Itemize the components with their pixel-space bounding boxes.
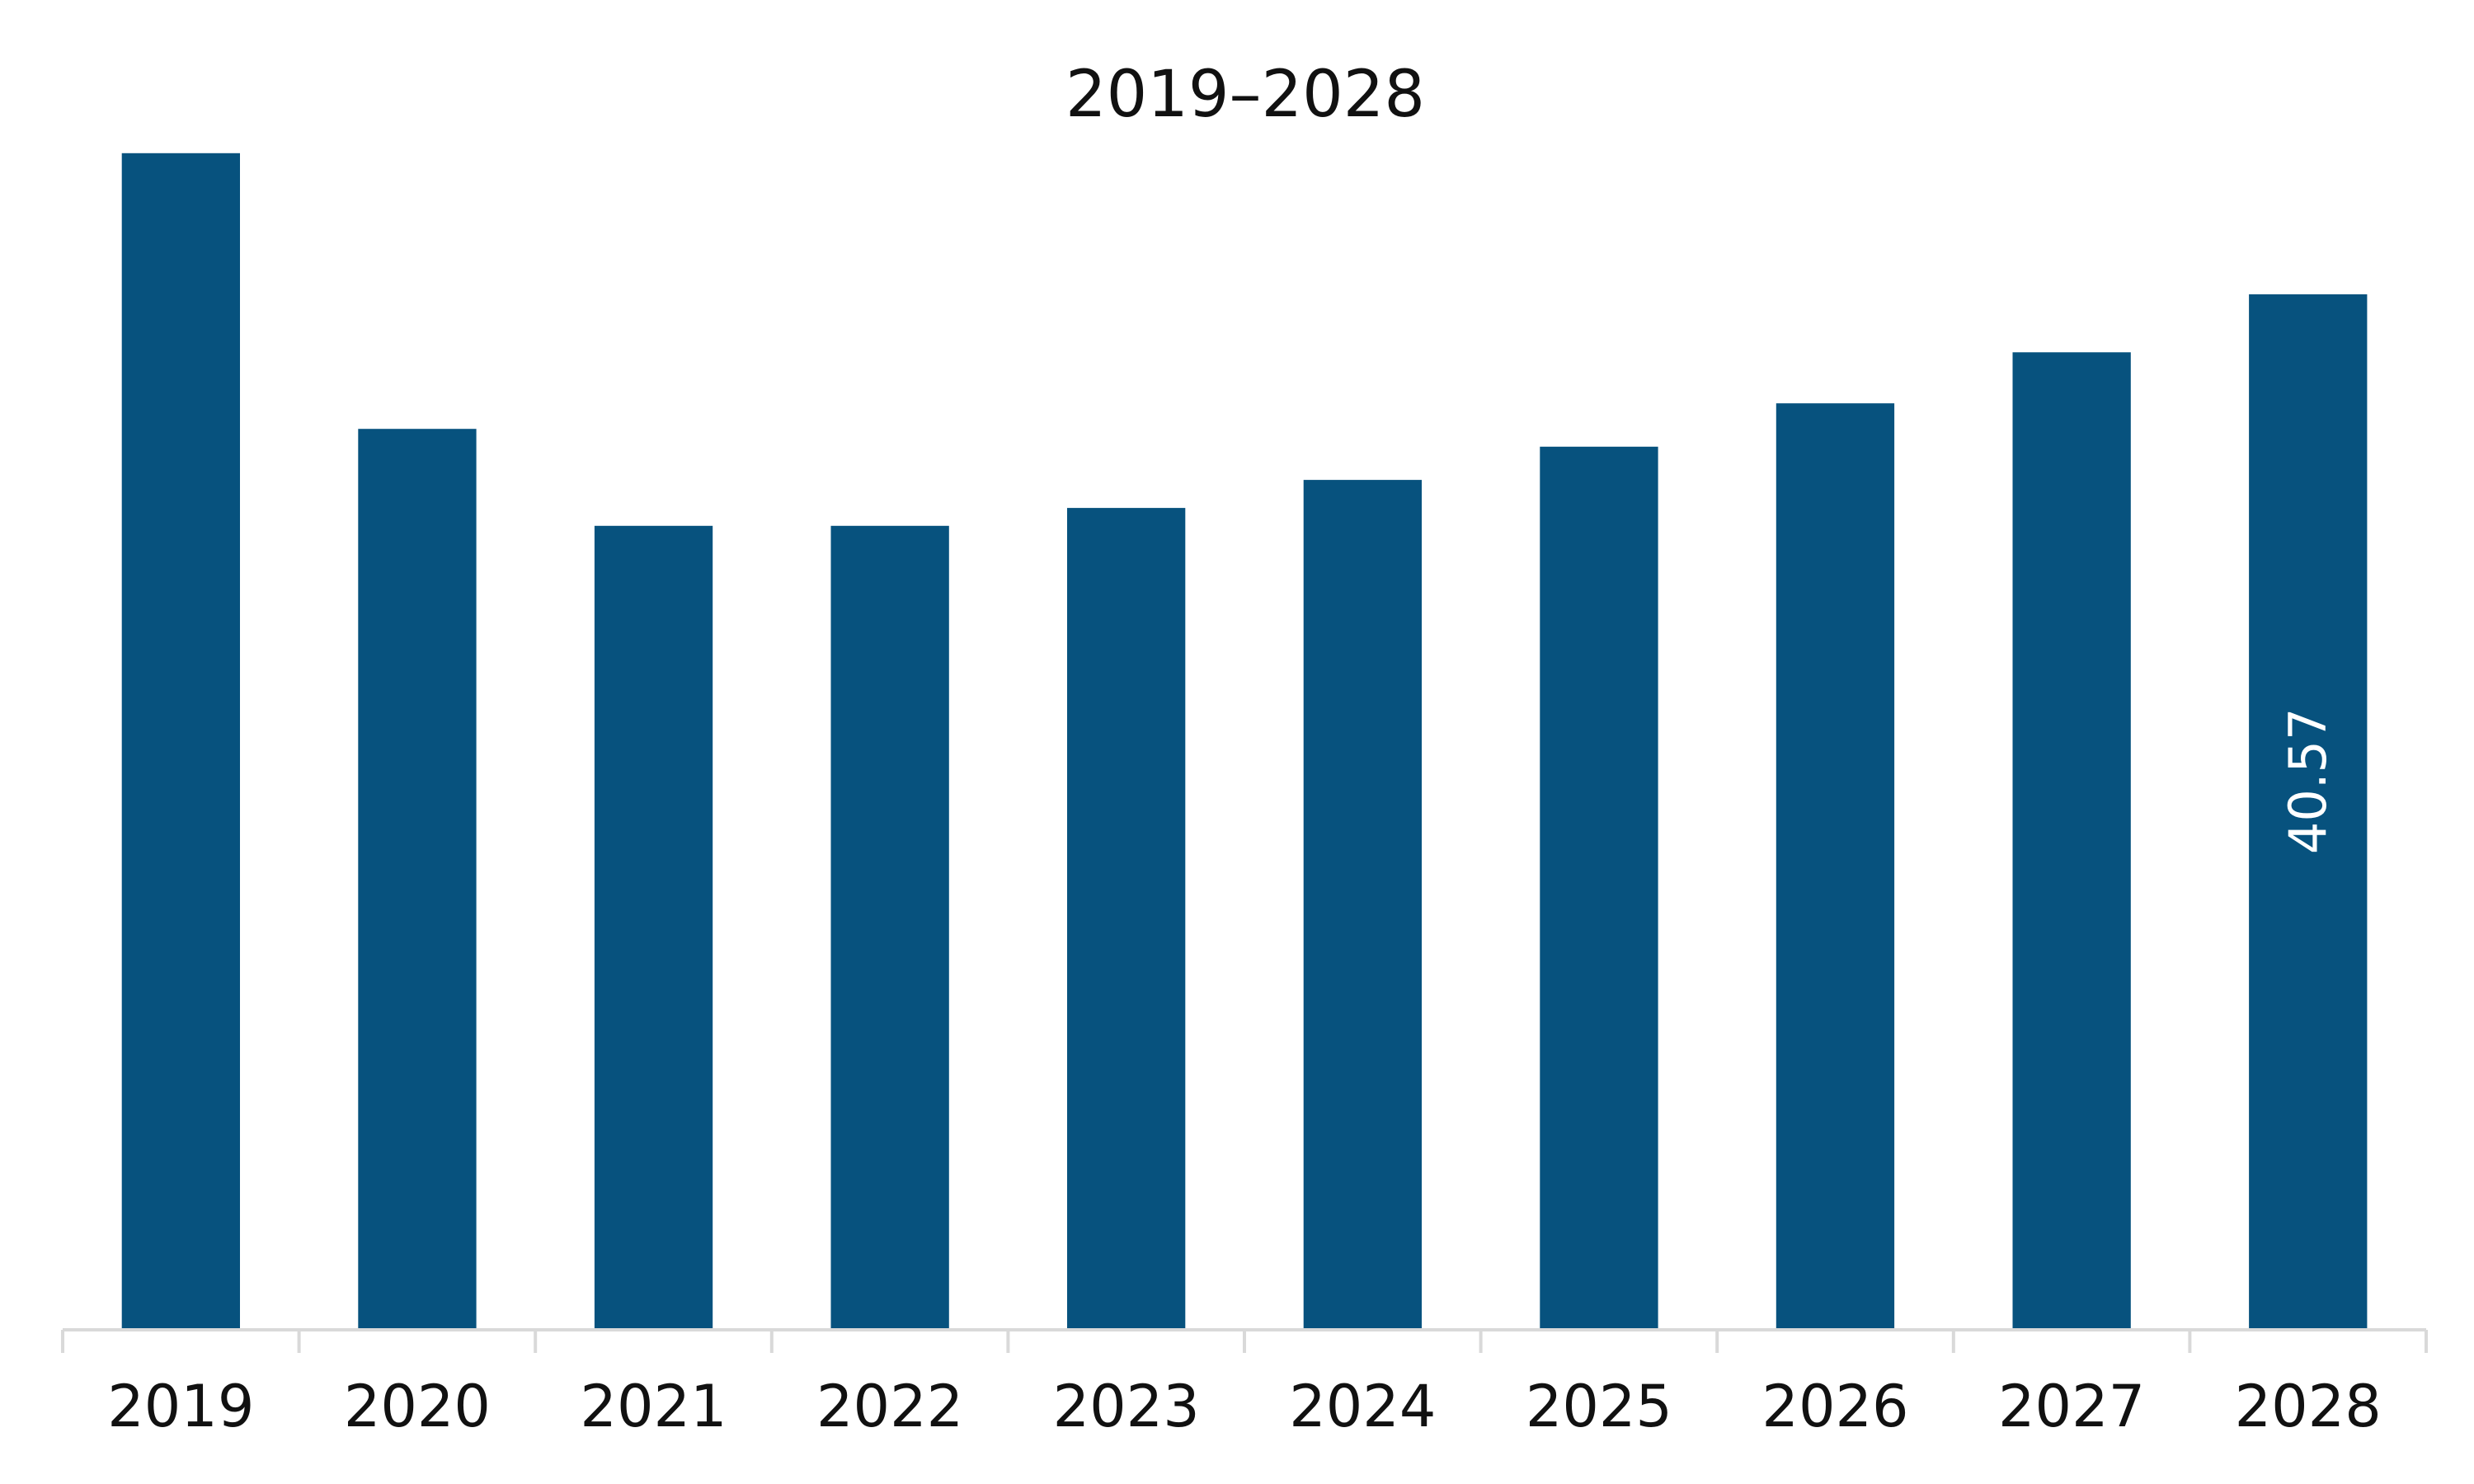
x-tick-label-2026: 2026 xyxy=(1761,1373,1908,1440)
chart-title: 2019–2028 xyxy=(1065,58,1425,132)
bar-2023 xyxy=(1067,508,1186,1330)
x-tick-label-2019: 2019 xyxy=(107,1373,254,1440)
bar-2022 xyxy=(830,525,949,1330)
bar-2027 xyxy=(2012,352,2131,1330)
bars-group xyxy=(121,153,2368,1331)
bar-2020 xyxy=(358,429,477,1331)
data-label-2028: 40.57 xyxy=(2278,708,2338,855)
x-tick-label-2028: 2028 xyxy=(2235,1373,2382,1440)
bar-2025 xyxy=(1540,446,1658,1330)
x-tick-label-2025: 2025 xyxy=(1526,1373,1672,1440)
x-axis-tick-labels: 2019 2020 2021 2022 2023 2024 2025 2026 2027 2028 xyxy=(107,1373,2382,1440)
bar-2024 xyxy=(1303,480,1422,1330)
x-tick-label-2027: 2027 xyxy=(1998,1373,2145,1440)
bar-2028 xyxy=(2249,294,2368,1330)
x-tick-label-2023: 2023 xyxy=(1053,1373,1200,1440)
x-tick-label-2021: 2021 xyxy=(580,1373,727,1440)
x-tick-label-2020: 2020 xyxy=(344,1373,491,1440)
bar-2021 xyxy=(594,525,713,1330)
bar-2026 xyxy=(1776,403,1895,1331)
x-tick-label-2022: 2022 xyxy=(816,1373,963,1440)
x-axis xyxy=(61,1328,2428,1353)
bar-2019 xyxy=(121,153,240,1330)
x-tick-label-2024: 2024 xyxy=(1289,1373,1436,1440)
data-labels: 40.57 xyxy=(2278,708,2338,855)
